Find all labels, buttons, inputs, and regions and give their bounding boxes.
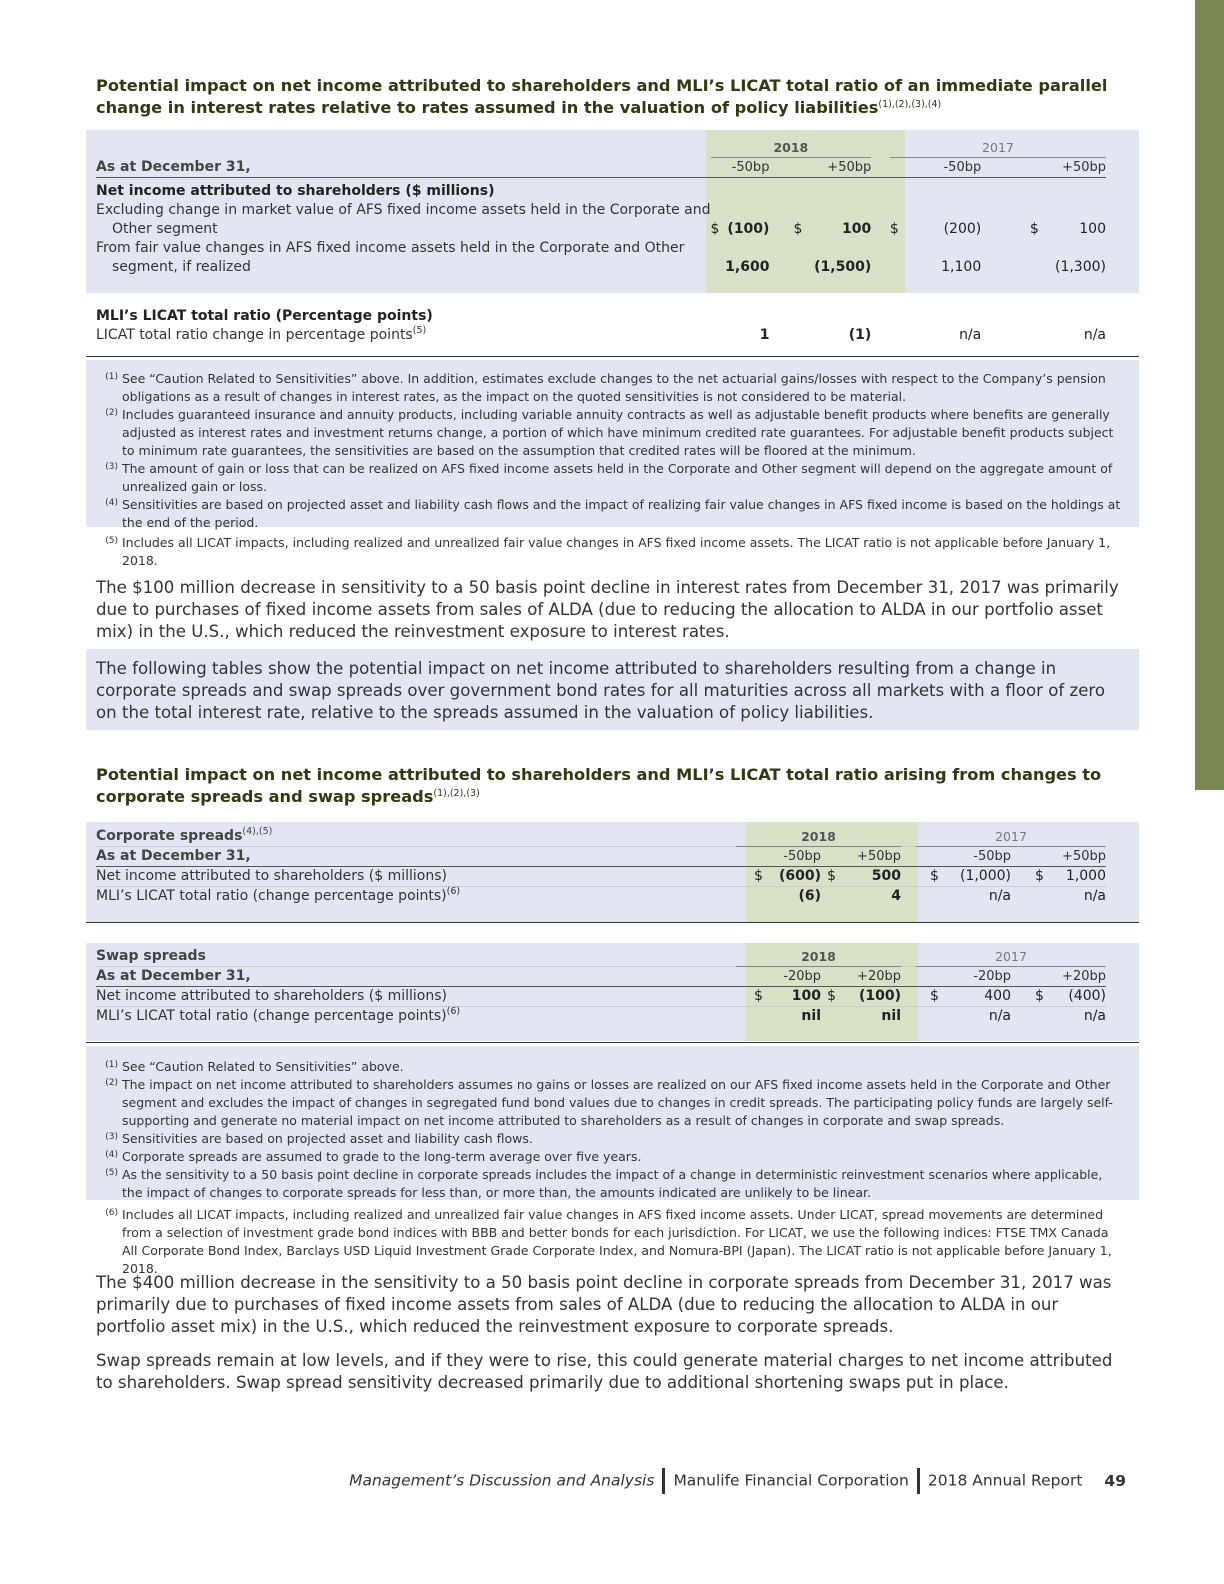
table1-row3-label: LICAT total ratio change in percentage p… (96, 327, 413, 343)
table1-row3-val-1: (1) (848, 327, 872, 343)
table3-year-2017: 2017 (916, 947, 1106, 967)
table1-row1-val-2: (200) (943, 221, 982, 237)
note1-2: (2) Includes guaranteed insurance and ann… (105, 407, 1114, 458)
table2-row2-val-1: 4 (891, 888, 901, 904)
note1-3: (3) The amount of gain or loss that can b… (105, 461, 1113, 494)
table1-section-licat: MLI’s LICAT total ratio (Percentage poin… (96, 308, 433, 324)
table2: Corporate spreads(4),(5) 2018 2017 As at… (96, 826, 1106, 904)
table3-year-2018: 2018 (736, 947, 901, 967)
table3-bp-0: -20bp (783, 969, 821, 984)
para2-band (86, 649, 1139, 730)
table1-row1-label-b: Other segment (112, 221, 218, 237)
table1-row2-label-a: From fair value changes in AFS fixed inc… (96, 240, 685, 256)
table2-year-2017: 2017 (916, 827, 1106, 847)
side-accent-bar (1195, 0, 1224, 790)
table2-row2-val-0: (6) (798, 888, 821, 904)
table1-year-2017: 2017 (889, 138, 1106, 158)
paragraph-3: The $400 million decrease in the sensiti… (96, 1273, 1112, 1336)
table1-row1-label-a: Excluding change in market value of AFS … (96, 202, 711, 218)
note2-1: (1) See “Caution Related to Sensitivities… (105, 1059, 404, 1074)
table1-row2-val-0: 1,600 (725, 259, 770, 275)
table2-bottom-rule (86, 922, 1139, 923)
footer-divider (916, 1468, 920, 1494)
table1-row1-val-1: 100 (842, 221, 872, 237)
table1-heading: Potential impact on net income attribute… (96, 76, 1108, 117)
table2-heading: Potential impact on net income attribute… (96, 765, 1102, 806)
paragraph-4: Swap spreads remain at low levels, and i… (96, 1351, 1113, 1392)
table3-row2-val-0: nil (801, 1008, 821, 1024)
table1-year-2018: 2018 (710, 138, 872, 158)
table2-as-at: As at December 31, (96, 848, 251, 864)
note2-3: (3) Sensitivities are based on projected … (105, 1131, 533, 1146)
note2-4: (4) Corporate spreads are assumed to grad… (105, 1149, 642, 1164)
table1-row3-val-3: n/a (1083, 327, 1106, 343)
table1-bp-2: -50bp (943, 160, 982, 175)
table3-as-at: As at December 31, (96, 968, 251, 984)
table3-bottom-rule (86, 1042, 1139, 1043)
table1-as-at: As at December 31, (96, 158, 251, 175)
footer-divider (662, 1468, 666, 1494)
table2-row1-val-2: (1,000) (959, 868, 1011, 884)
table2-bp-1: +50bp (857, 849, 901, 864)
table3: Swap spreads 2018 2017 As at December 31… (96, 947, 1106, 1024)
table2-bp-3: +50bp (1062, 849, 1106, 864)
note1-4: (4) Sensitivities are based on projected … (105, 497, 1121, 530)
notes2: (1) See “Caution Related to Sensitivities… (96, 1058, 1126, 1202)
table2-year-2018: 2018 (736, 827, 901, 847)
note2-6: (6) Includes all LICAT impacts, including… (105, 1207, 1112, 1276)
table1-bp-1: +50bp (827, 160, 872, 175)
note1-1: (1) See “Caution Related to Sensitivities… (105, 371, 1106, 404)
table3-row1-val-0: 100 (791, 988, 821, 1004)
table1: 2018 2017 As at December 31, -50bp +50bp… (96, 138, 1106, 343)
page-number: 49 (1104, 1471, 1126, 1490)
table1-row2-val-3: (1,300) (1054, 259, 1106, 275)
table3-row1-val-2: 400 (984, 988, 1011, 1004)
table3-bp-1: +20bp (857, 969, 901, 984)
table1-row2-val-1: (1,500) (814, 259, 872, 275)
table3-row1-label: Net income attributed to shareholders ($… (96, 988, 448, 1004)
notes2-band (86, 1046, 1139, 1200)
note2-5: (5) As the sensitivity to a 50 basis poin… (105, 1167, 1103, 1200)
footer-company: Manulife Financial Corporation (673, 1471, 909, 1490)
table3-bp-3: +20bp (1062, 969, 1106, 984)
table3-bp-2: -20bp (973, 969, 1011, 984)
note1-5: (5) Includes all LICAT impacts, including… (105, 535, 1111, 568)
table1-row2-label-b: segment, if realized (112, 259, 251, 275)
footer-section: Management’s Discussion and Analysis (349, 1471, 655, 1490)
table2-row1-val-3: 1,000 (1065, 868, 1106, 884)
table2-bp-2: -50bp (973, 849, 1011, 864)
table3-row2-label: MLI’s LICAT total ratio (change percenta… (96, 1008, 447, 1024)
paragraph-1: The $100 million decrease in sensitivity… (96, 578, 1119, 641)
table2-row1-label: Net income attributed to shareholders ($… (96, 868, 448, 884)
notes1-band (86, 360, 1139, 527)
table2-row1-val-1: 500 (871, 868, 901, 884)
table1-row2-val-2: 1,100 (941, 259, 982, 275)
table3-row2-val-2: n/a (988, 1008, 1011, 1024)
table2-row2-val-2: n/a (988, 888, 1011, 904)
note2-2: (2) The impact on net income attributed t… (105, 1077, 1113, 1128)
table1-row1-val-3: 100 (1079, 221, 1106, 237)
paragraph-2: The following tables show the potential … (96, 659, 1106, 722)
footer-report: 2018 Annual Report (927, 1471, 1083, 1490)
table3-row1-val-3: (400) (1068, 988, 1106, 1004)
table1-row3-val-0: 1 (759, 327, 770, 343)
table2-row2-label: MLI’s LICAT total ratio (change percenta… (96, 888, 447, 904)
table3-row2-val-1: nil (881, 1008, 901, 1024)
table3-row1-val-1: (100) (858, 988, 901, 1004)
table1-bp-0: -50bp (731, 160, 770, 175)
table2-title: Corporate spreads (96, 828, 243, 844)
footer: Management’s Discussion and Analysis Manu… (86, 1468, 1126, 1494)
table1-section-net-income: Net income attributed to shareholders ($… (96, 183, 495, 199)
table1-bottom-rule (86, 356, 1139, 357)
table1-row3-val-2: n/a (959, 327, 982, 343)
table2-row2-val-3: n/a (1083, 888, 1106, 904)
table1-row1-val-0: (100) (727, 221, 770, 237)
notes1: (1) See “Caution Related to Sensitivities… (96, 370, 1126, 532)
table2-bp-0: -50bp (783, 849, 821, 864)
table1-bp-3: +50bp (1062, 160, 1106, 175)
table2-row1-val-0: (600) (778, 868, 821, 884)
table3-row2-val-3: n/a (1083, 1008, 1106, 1024)
table3-title: Swap spreads (96, 948, 206, 964)
